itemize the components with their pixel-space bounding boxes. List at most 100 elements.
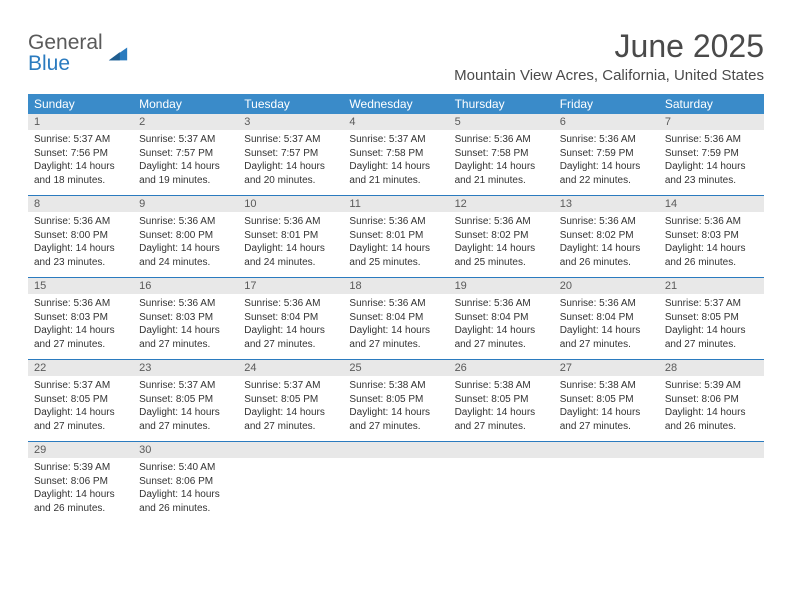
sunset: Sunset: 7:56 PM: [34, 147, 127, 161]
logo-word-blue: Blue: [28, 53, 103, 74]
sunset: Sunset: 7:58 PM: [455, 147, 548, 161]
header: General Blue June 2025 Mountain View Acr…: [28, 28, 764, 84]
sunset: Sunset: 8:05 PM: [139, 393, 232, 407]
daylight-line2: and 27 minutes.: [244, 338, 337, 352]
daylight-line1: Daylight: 14 hours: [455, 160, 548, 174]
day-number: 12: [449, 195, 554, 212]
day-number: 29: [28, 441, 133, 458]
sunset: Sunset: 8:06 PM: [665, 393, 758, 407]
daylight-line2: and 27 minutes.: [560, 338, 653, 352]
sunrise: Sunrise: 5:36 AM: [455, 133, 548, 147]
daylight-line2: and 27 minutes.: [139, 420, 232, 434]
dow-monday: Monday: [133, 94, 238, 114]
daylight-line2: and 26 minutes.: [34, 502, 127, 516]
day-cell: Sunrise: 5:37 AMSunset: 8:05 PMDaylight:…: [133, 376, 238, 441]
sunrise: Sunrise: 5:37 AM: [34, 133, 127, 147]
day-cell: Sunrise: 5:36 AMSunset: 8:04 PMDaylight:…: [238, 294, 343, 359]
day-cell: Sunrise: 5:36 AMSunset: 8:03 PMDaylight:…: [133, 294, 238, 359]
daylight-line1: Daylight: 14 hours: [665, 406, 758, 420]
daylight-line1: Daylight: 14 hours: [665, 242, 758, 256]
daylight-line1: Daylight: 14 hours: [349, 324, 442, 338]
sunset: Sunset: 8:04 PM: [455, 311, 548, 325]
sunset: Sunset: 8:04 PM: [349, 311, 442, 325]
day-number: [238, 441, 343, 458]
sunset: Sunset: 8:05 PM: [560, 393, 653, 407]
sunrise: Sunrise: 5:37 AM: [349, 133, 442, 147]
sunset: Sunset: 8:00 PM: [34, 229, 127, 243]
dow-friday: Friday: [554, 94, 659, 114]
day-number: 8: [28, 195, 133, 212]
day-cell: Sunrise: 5:38 AMSunset: 8:05 PMDaylight:…: [554, 376, 659, 441]
day-cell: [554, 458, 659, 523]
daylight-line1: Daylight: 14 hours: [244, 160, 337, 174]
sunrise: Sunrise: 5:36 AM: [560, 215, 653, 229]
sunset: Sunset: 8:03 PM: [34, 311, 127, 325]
day-cell: [659, 458, 764, 523]
sunset: Sunset: 8:05 PM: [349, 393, 442, 407]
day-number: 3: [238, 114, 343, 130]
day-cell: Sunrise: 5:38 AMSunset: 8:05 PMDaylight:…: [449, 376, 554, 441]
sunset: Sunset: 7:59 PM: [665, 147, 758, 161]
logo-text-stack: General Blue: [28, 32, 103, 74]
daylight-line1: Daylight: 14 hours: [34, 406, 127, 420]
sunrise: Sunrise: 5:36 AM: [455, 215, 548, 229]
daylight-line1: Daylight: 14 hours: [34, 324, 127, 338]
daylight-line1: Daylight: 14 hours: [455, 324, 548, 338]
daylight-line1: Daylight: 14 hours: [139, 488, 232, 502]
sunrise: Sunrise: 5:38 AM: [349, 379, 442, 393]
page: General Blue June 2025 Mountain View Acr…: [0, 0, 792, 523]
sunset: Sunset: 8:06 PM: [139, 475, 232, 489]
day-cell: Sunrise: 5:40 AMSunset: 8:06 PMDaylight:…: [133, 458, 238, 523]
day-number: [343, 441, 448, 458]
daylight-line2: and 25 minutes.: [455, 256, 548, 270]
day-number: 6: [554, 114, 659, 130]
day-cell: Sunrise: 5:36 AMSunset: 8:04 PMDaylight:…: [449, 294, 554, 359]
sunset: Sunset: 7:58 PM: [349, 147, 442, 161]
daylight-line1: Daylight: 14 hours: [665, 324, 758, 338]
day-number: 9: [133, 195, 238, 212]
daylight-line2: and 27 minutes.: [560, 420, 653, 434]
day-number: 19: [449, 277, 554, 294]
daylight-line1: Daylight: 14 hours: [455, 242, 548, 256]
month-title: June 2025: [454, 28, 764, 65]
day-cell: Sunrise: 5:36 AMSunset: 8:00 PMDaylight:…: [28, 212, 133, 277]
daylight-line2: and 26 minutes.: [665, 256, 758, 270]
day-cell: Sunrise: 5:36 AMSunset: 8:03 PMDaylight:…: [659, 212, 764, 277]
day-number: 2: [133, 114, 238, 130]
daylight-line2: and 23 minutes.: [34, 256, 127, 270]
sunset: Sunset: 8:06 PM: [34, 475, 127, 489]
day-cell: Sunrise: 5:36 AMSunset: 8:01 PMDaylight:…: [238, 212, 343, 277]
day-number: 14: [659, 195, 764, 212]
sunrise: Sunrise: 5:36 AM: [560, 297, 653, 311]
sunset: Sunset: 8:05 PM: [244, 393, 337, 407]
day-cell: Sunrise: 5:36 AMSunset: 8:04 PMDaylight:…: [343, 294, 448, 359]
calendar: Sunday Monday Tuesday Wednesday Thursday…: [28, 94, 764, 523]
day-number: 16: [133, 277, 238, 294]
daylight-line2: and 27 minutes.: [34, 338, 127, 352]
daylight-line1: Daylight: 14 hours: [455, 406, 548, 420]
daylight-line2: and 27 minutes.: [349, 338, 442, 352]
sunrise: Sunrise: 5:36 AM: [455, 297, 548, 311]
daylight-line2: and 26 minutes.: [560, 256, 653, 270]
day-cell: Sunrise: 5:36 AMSunset: 7:59 PMDaylight:…: [659, 130, 764, 195]
sunrise: Sunrise: 5:39 AM: [665, 379, 758, 393]
day-cell: Sunrise: 5:36 AMSunset: 7:59 PMDaylight:…: [554, 130, 659, 195]
day-number: 20: [554, 277, 659, 294]
sunrise: Sunrise: 5:36 AM: [665, 133, 758, 147]
day-number: 15: [28, 277, 133, 294]
day-cell: Sunrise: 5:36 AMSunset: 8:02 PMDaylight:…: [449, 212, 554, 277]
day-number: 30: [133, 441, 238, 458]
dow-sunday: Sunday: [28, 94, 133, 114]
day-number: 11: [343, 195, 448, 212]
day-cell: Sunrise: 5:39 AMSunset: 8:06 PMDaylight:…: [659, 376, 764, 441]
daylight-line2: and 27 minutes.: [665, 338, 758, 352]
day-cell: Sunrise: 5:37 AMSunset: 7:57 PMDaylight:…: [238, 130, 343, 195]
sunrise: Sunrise: 5:38 AM: [560, 379, 653, 393]
daylight-line2: and 26 minutes.: [139, 502, 232, 516]
location: Mountain View Acres, California, United …: [454, 67, 764, 84]
logo-triangle-icon: [107, 42, 129, 64]
sunrise: Sunrise: 5:36 AM: [560, 133, 653, 147]
day-number: 13: [554, 195, 659, 212]
sunrise: Sunrise: 5:36 AM: [349, 297, 442, 311]
day-number: 17: [238, 277, 343, 294]
